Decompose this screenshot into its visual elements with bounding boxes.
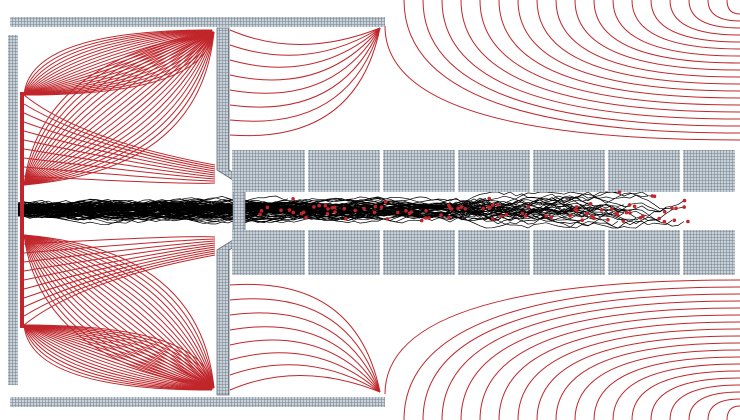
ion-hit [258,213,262,217]
ion-hit [404,209,408,213]
ion-hit [505,213,509,217]
ion-hit [618,190,622,194]
ion-hit [353,209,357,213]
ion-hit [616,213,620,217]
ion-hit [374,205,378,209]
ion-hit [682,205,686,209]
ion-hit [657,217,661,221]
rod-top [383,150,455,192]
ion-hit [481,207,485,211]
page: (() => { const svg = document.getElement… [0,0,740,420]
rod-bottom [383,230,455,275]
ion-hit [491,217,495,221]
ion-hit [373,211,377,215]
ion-hit [410,210,414,214]
ion-hit [302,211,306,215]
bottom-electrode [10,397,385,407]
ion-hit [427,216,431,220]
top-electrode [10,17,385,27]
ion-hit [324,204,328,208]
ion-hit [568,214,572,218]
rod-top [533,150,605,192]
ion-hit [456,207,460,211]
ion-hit [260,209,264,213]
ion-hit [589,202,593,206]
simulation-view [0,0,740,420]
ion-hit [544,214,548,218]
ion-hit [491,203,495,207]
ion-hit [317,204,321,208]
ion-hit [439,213,443,217]
rod-bottom [458,230,530,275]
ion-hit [549,216,553,220]
rod-bottom [533,230,605,275]
ion-hit [304,216,308,220]
rod-bottom [308,230,380,275]
ion-hit [460,205,464,209]
ion-hit [496,203,500,207]
ion-hit [312,205,316,209]
ion-hit [606,218,610,222]
ion-hit [524,214,528,218]
ion-hit [386,217,390,221]
rod-top [232,150,305,192]
ion-hit [633,205,637,209]
ion-hit [362,207,366,211]
ion-hit [590,215,594,219]
ion-hit [326,207,330,211]
ion-hit [420,219,424,223]
rod-bottom [683,230,735,275]
ion-hit [653,195,657,199]
ion-hit [663,220,667,224]
ion-hit [610,207,614,211]
ion-hit [527,205,531,209]
rod-bottom [608,230,680,275]
ion-hit [487,197,491,201]
ion-hit [673,219,677,223]
ion-hit [291,197,295,201]
ion-hit [330,206,334,210]
ion-hit [384,200,388,204]
ion-hit [380,205,384,209]
ion-hit [326,212,330,216]
ion-hit [447,215,451,219]
ion-hit [686,220,690,224]
ion-hit [683,199,687,203]
ion-hit [575,205,579,209]
ion-hit [521,212,525,216]
ion-hit [344,217,348,221]
ion-hit [450,207,454,211]
ion-hit [625,211,629,215]
ion-hit [424,209,428,213]
ion-hit [674,207,678,211]
ion-hit [580,218,584,222]
ion-hit [622,219,626,223]
ion-hit [488,206,492,210]
ion-hit [628,203,632,207]
ion-hit [424,216,428,220]
rod-top [683,150,735,192]
ion-hit [670,206,674,210]
ion-hit [279,209,283,213]
rod-top [458,150,530,192]
repeller-plate [20,92,24,328]
ion-hit [333,210,337,214]
ion-hit [447,204,451,208]
rod-top [608,150,680,192]
ion-hit [663,210,667,214]
rod-top [308,150,380,192]
ion-hit [628,211,632,215]
ion-hit [292,211,296,215]
rod-bottom [232,230,305,275]
ion-hit [266,206,270,210]
ion-hit [288,208,292,212]
ion-hit [463,207,467,211]
ion-hit [342,207,346,211]
ion-hit [396,211,400,215]
ion-hit [639,216,643,220]
ion-hit [585,212,589,216]
ion-hit [600,208,604,212]
ion-hit [499,214,503,218]
left-electrode [8,35,18,385]
